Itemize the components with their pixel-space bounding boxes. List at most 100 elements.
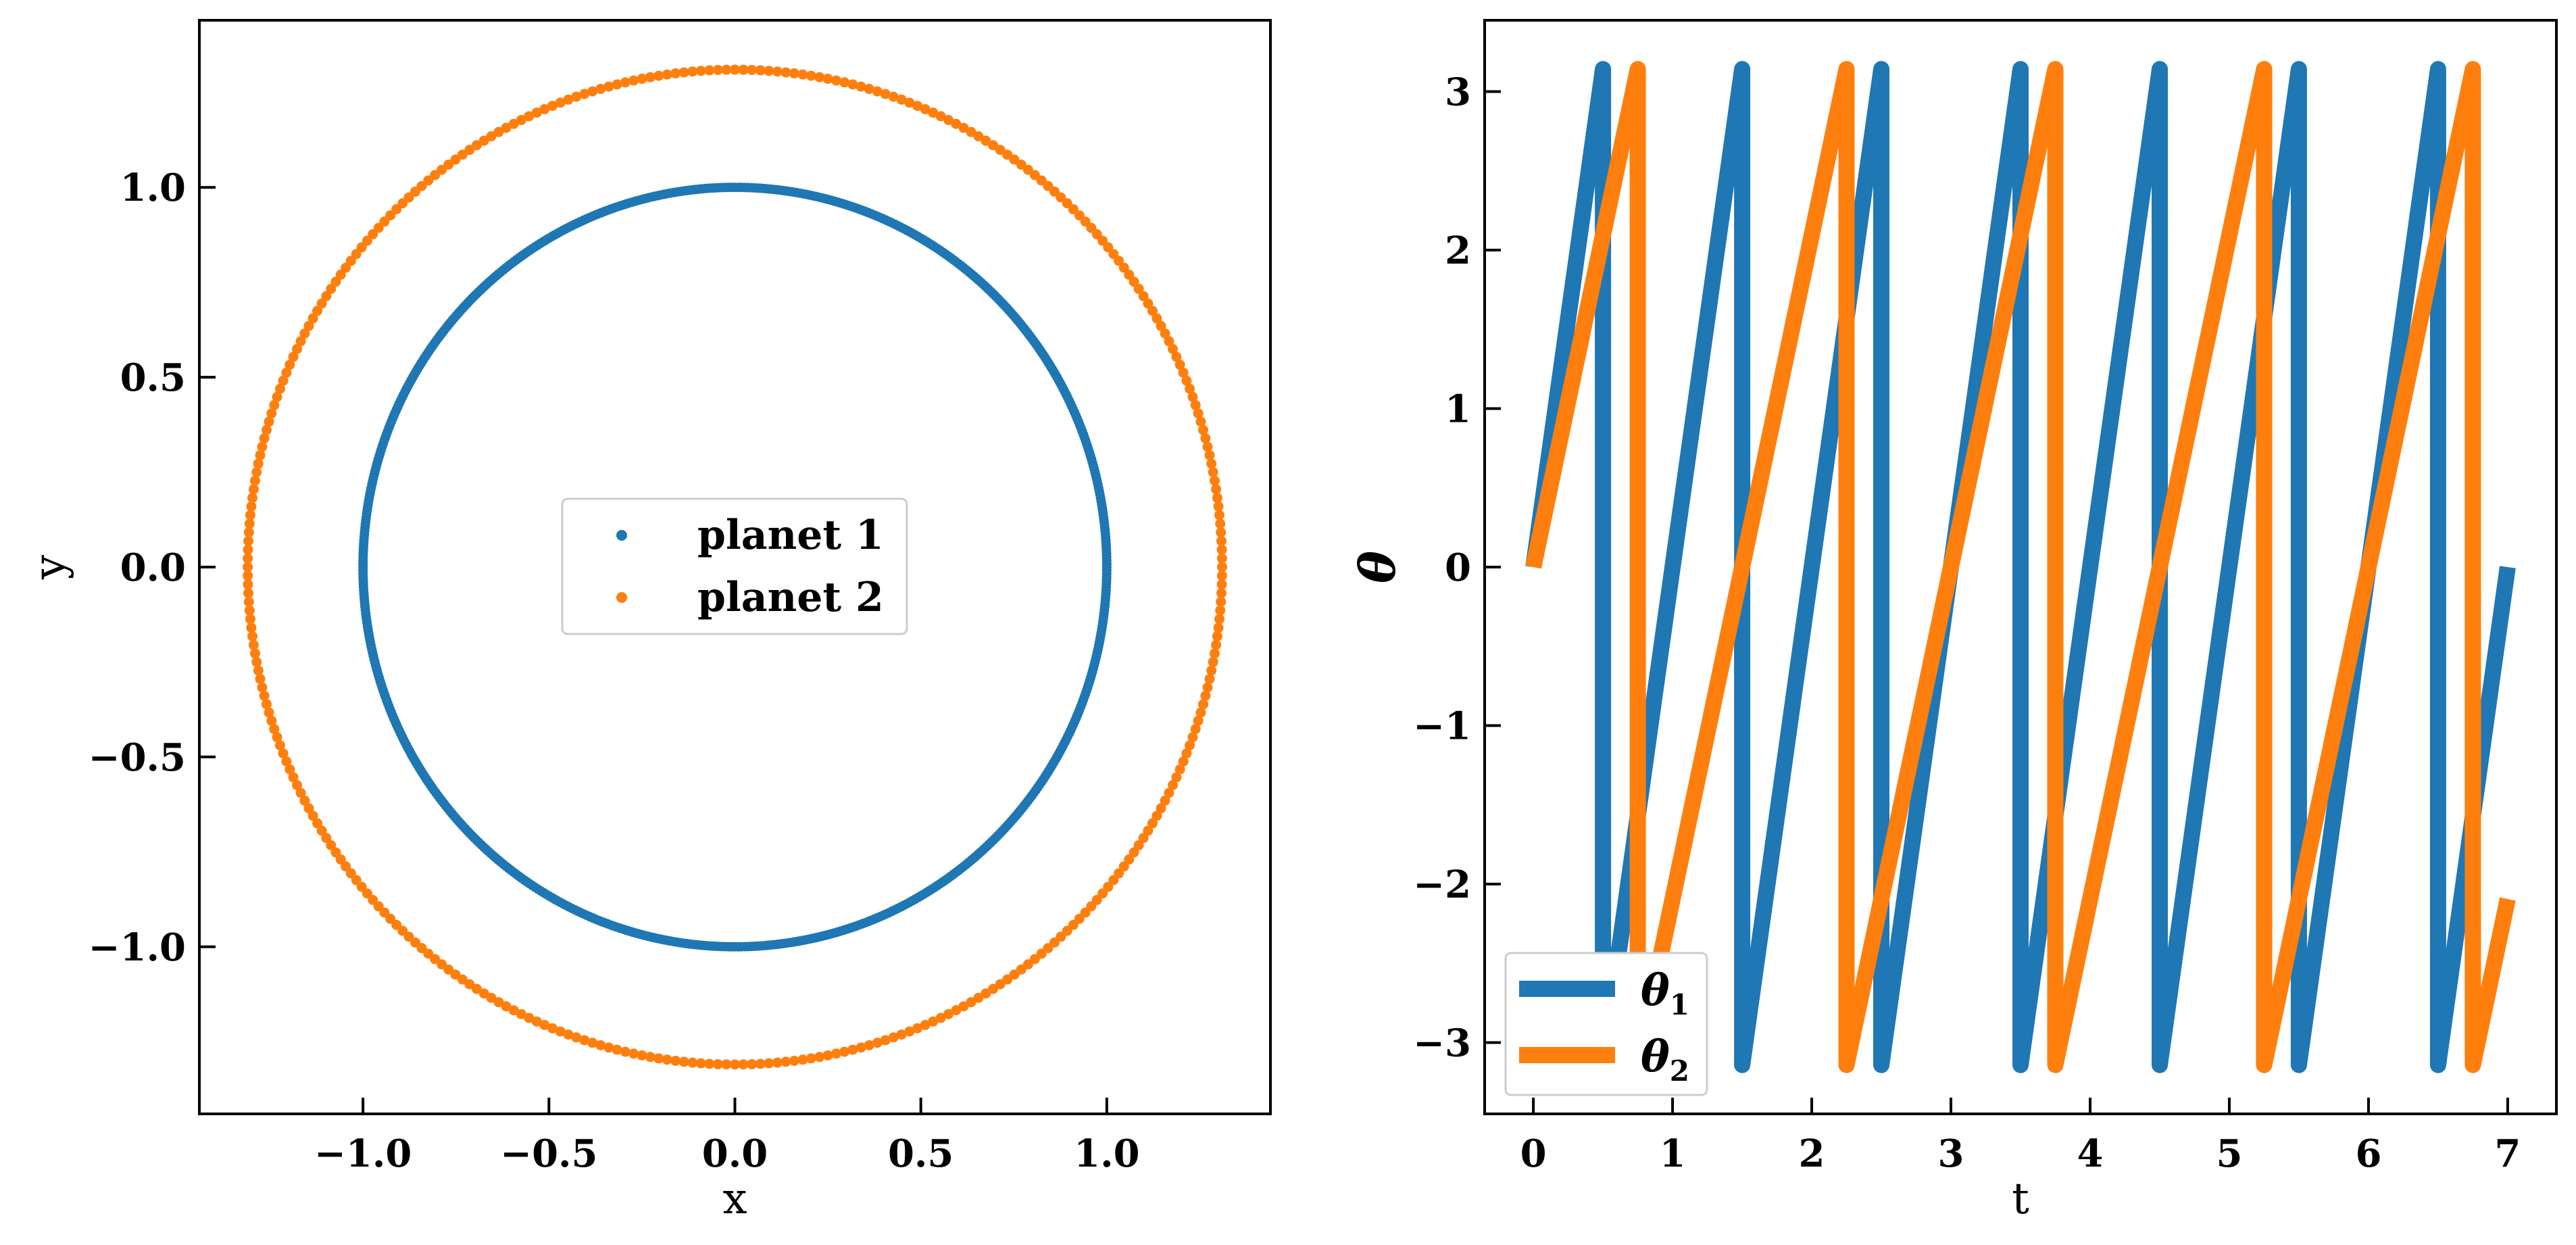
orbit-point xyxy=(856,81,866,92)
orbit-point xyxy=(1147,306,1158,316)
orbit-point xyxy=(1114,255,1124,266)
orbit-point xyxy=(1002,149,1013,160)
orbit-point xyxy=(1211,484,1222,495)
orbit-point xyxy=(345,255,356,266)
y-tick-label: 1.0 xyxy=(120,166,186,210)
orbit-point xyxy=(1129,276,1139,287)
orbit-point xyxy=(721,1059,732,1070)
legend-label: planet 2 xyxy=(697,574,884,621)
orbit-point xyxy=(264,416,274,427)
orbit-data-layer xyxy=(243,64,1227,1070)
x-tick-label: 0 xyxy=(1520,1131,1547,1176)
orbit-point xyxy=(255,449,266,460)
orbit-point xyxy=(312,818,323,829)
orbit-point xyxy=(653,1053,664,1064)
orbit-point xyxy=(1167,343,1178,354)
orbit-point xyxy=(243,596,254,607)
orbit-point xyxy=(831,75,841,86)
orbit-point xyxy=(1216,570,1227,581)
orbit-point xyxy=(928,1016,939,1027)
orbit-point xyxy=(247,631,258,641)
orbit-point xyxy=(797,69,808,80)
orbit-point xyxy=(1216,544,1227,555)
orbit-point xyxy=(1206,458,1217,469)
x-tick-label: 0.5 xyxy=(888,1131,953,1176)
orbit-point xyxy=(687,66,698,77)
orbit-point xyxy=(471,983,482,994)
orbit-point xyxy=(307,313,318,324)
orbit-point xyxy=(670,1055,681,1066)
orbit-point xyxy=(1160,328,1170,339)
orbit-point xyxy=(243,527,254,538)
orbit-point xyxy=(243,570,253,581)
orbit-point xyxy=(303,803,314,814)
orbit-point xyxy=(1206,665,1217,676)
orbit-point xyxy=(587,1038,598,1048)
orbit-point xyxy=(612,79,622,90)
orbit-point xyxy=(493,126,504,137)
orbit-point xyxy=(1210,648,1220,659)
orbit-point xyxy=(1185,383,1195,394)
orbit-point xyxy=(888,1032,899,1043)
orbit-point xyxy=(245,614,255,625)
orbit-point xyxy=(628,75,639,86)
orbit-point xyxy=(587,86,598,97)
series-theta-2 xyxy=(1525,61,2516,1073)
orbit-point xyxy=(1133,283,1144,294)
orbit-point xyxy=(995,145,1006,155)
orbit-point xyxy=(995,979,1006,990)
orbit-point xyxy=(1151,313,1162,324)
orbit-point xyxy=(351,249,362,260)
orbit-point xyxy=(951,1005,962,1016)
orbit-point xyxy=(335,854,346,865)
x-tick-label: 3 xyxy=(1938,1131,1964,1176)
orbit-point xyxy=(244,518,255,529)
orbit-point xyxy=(912,101,923,112)
orbit-point xyxy=(1211,639,1222,650)
y-tick-label: 0 xyxy=(1445,545,1471,590)
orbit-point xyxy=(628,1048,639,1059)
orbit-point xyxy=(516,1008,526,1019)
orbit-point xyxy=(730,64,740,75)
orbit-point xyxy=(288,351,299,362)
orbit-point xyxy=(1181,748,1192,759)
orbit-point xyxy=(524,111,535,122)
orbit-point xyxy=(772,1057,783,1068)
orbit-point xyxy=(321,833,332,844)
orbit-point xyxy=(1138,291,1149,301)
orbit-point xyxy=(966,126,976,137)
orbit-point xyxy=(255,674,266,685)
orbit-point xyxy=(637,74,647,84)
orbit-point xyxy=(738,1059,749,1070)
orbit-point xyxy=(880,89,891,99)
orbit-point xyxy=(266,408,277,419)
orbit-point xyxy=(920,104,931,115)
orbit-point xyxy=(712,1059,723,1070)
orbit-point xyxy=(1214,510,1225,520)
orbit-point xyxy=(247,493,258,504)
orbit-point xyxy=(341,861,351,872)
orbit-point xyxy=(1156,320,1166,331)
orbit-point xyxy=(1213,501,1224,512)
orbit-point xyxy=(1198,699,1209,710)
orbit-point xyxy=(806,1053,816,1064)
legend-label-subscript: 2 xyxy=(1670,1054,1689,1088)
orbit-point xyxy=(872,86,883,97)
legend-box xyxy=(561,497,908,635)
orbit-point xyxy=(1164,336,1174,347)
orbit-point xyxy=(695,66,706,76)
orbit-point xyxy=(1143,825,1154,836)
orbit-point xyxy=(316,298,327,309)
x-tick-label: 4 xyxy=(2077,1131,2104,1176)
legend-marker xyxy=(616,530,627,541)
orbit-point xyxy=(243,562,253,572)
orbit-point xyxy=(1133,840,1144,851)
orbit-point xyxy=(299,796,310,806)
orbit-point xyxy=(973,131,984,142)
orbit-point xyxy=(764,66,774,76)
orbit-point xyxy=(678,1056,689,1067)
orbit-point xyxy=(243,535,254,546)
x-tick-label: 2 xyxy=(1799,1131,1825,1176)
orbit-point xyxy=(1118,262,1129,273)
